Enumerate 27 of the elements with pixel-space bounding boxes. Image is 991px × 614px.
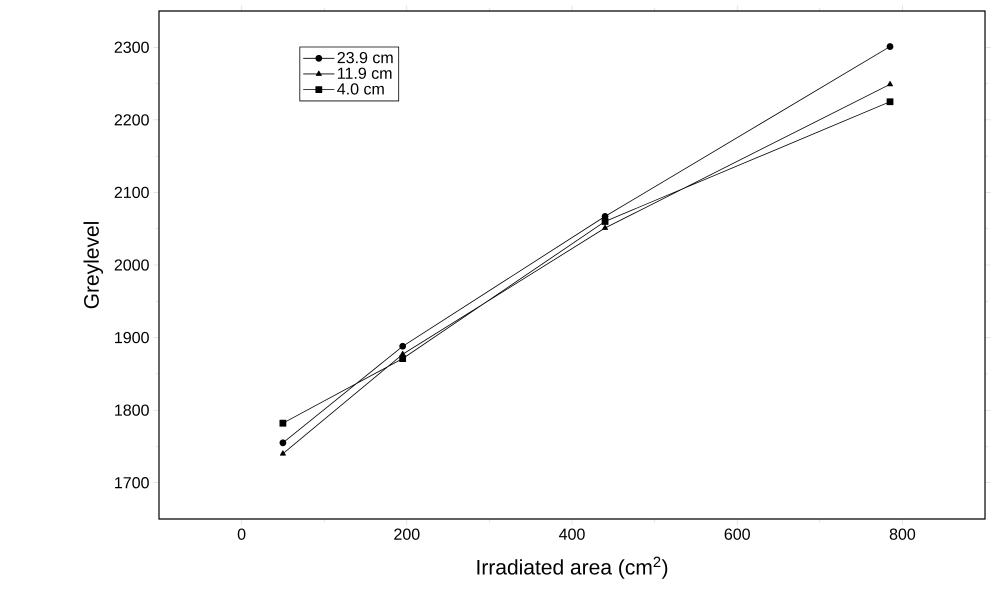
- point: [602, 224, 608, 230]
- point: [280, 420, 286, 427]
- y-tick-label: 1800: [115, 404, 149, 416]
- x-axis-title: Irradiated area (cm$^{2}$): [477, 556, 668, 579]
- point: [280, 450, 286, 456]
- legend-label: 23.9 cm: [338, 52, 393, 64]
- point: [280, 439, 286, 446]
- point: [887, 80, 894, 86]
- y-tick-label: 1900: [115, 332, 149, 344]
- x-tick-label: 0: [238, 528, 246, 540]
- y-tick-label: 2300: [114, 42, 149, 53]
- point: [399, 355, 406, 362]
- point: [602, 218, 608, 225]
- y-tick-label: 2000: [114, 259, 149, 271]
- x-tick-label: 400: [559, 528, 585, 540]
- legend-label: 4.0 cm: [337, 83, 384, 95]
- point: [886, 43, 894, 50]
- x-tick-label: 800: [890, 528, 916, 540]
- y-tick-label: 1700: [115, 477, 149, 488]
- x-tick-label: 600: [724, 528, 750, 540]
- point: [886, 98, 894, 106]
- point: [399, 342, 406, 350]
- legend-label: 11.9 cm: [338, 68, 392, 79]
- y-tick-label: 2100: [114, 186, 149, 198]
- y-tick-label: 2200: [114, 114, 149, 126]
- y-axis-title: Greylevel: [83, 222, 104, 308]
- x-tick-label: 200: [394, 528, 420, 540]
